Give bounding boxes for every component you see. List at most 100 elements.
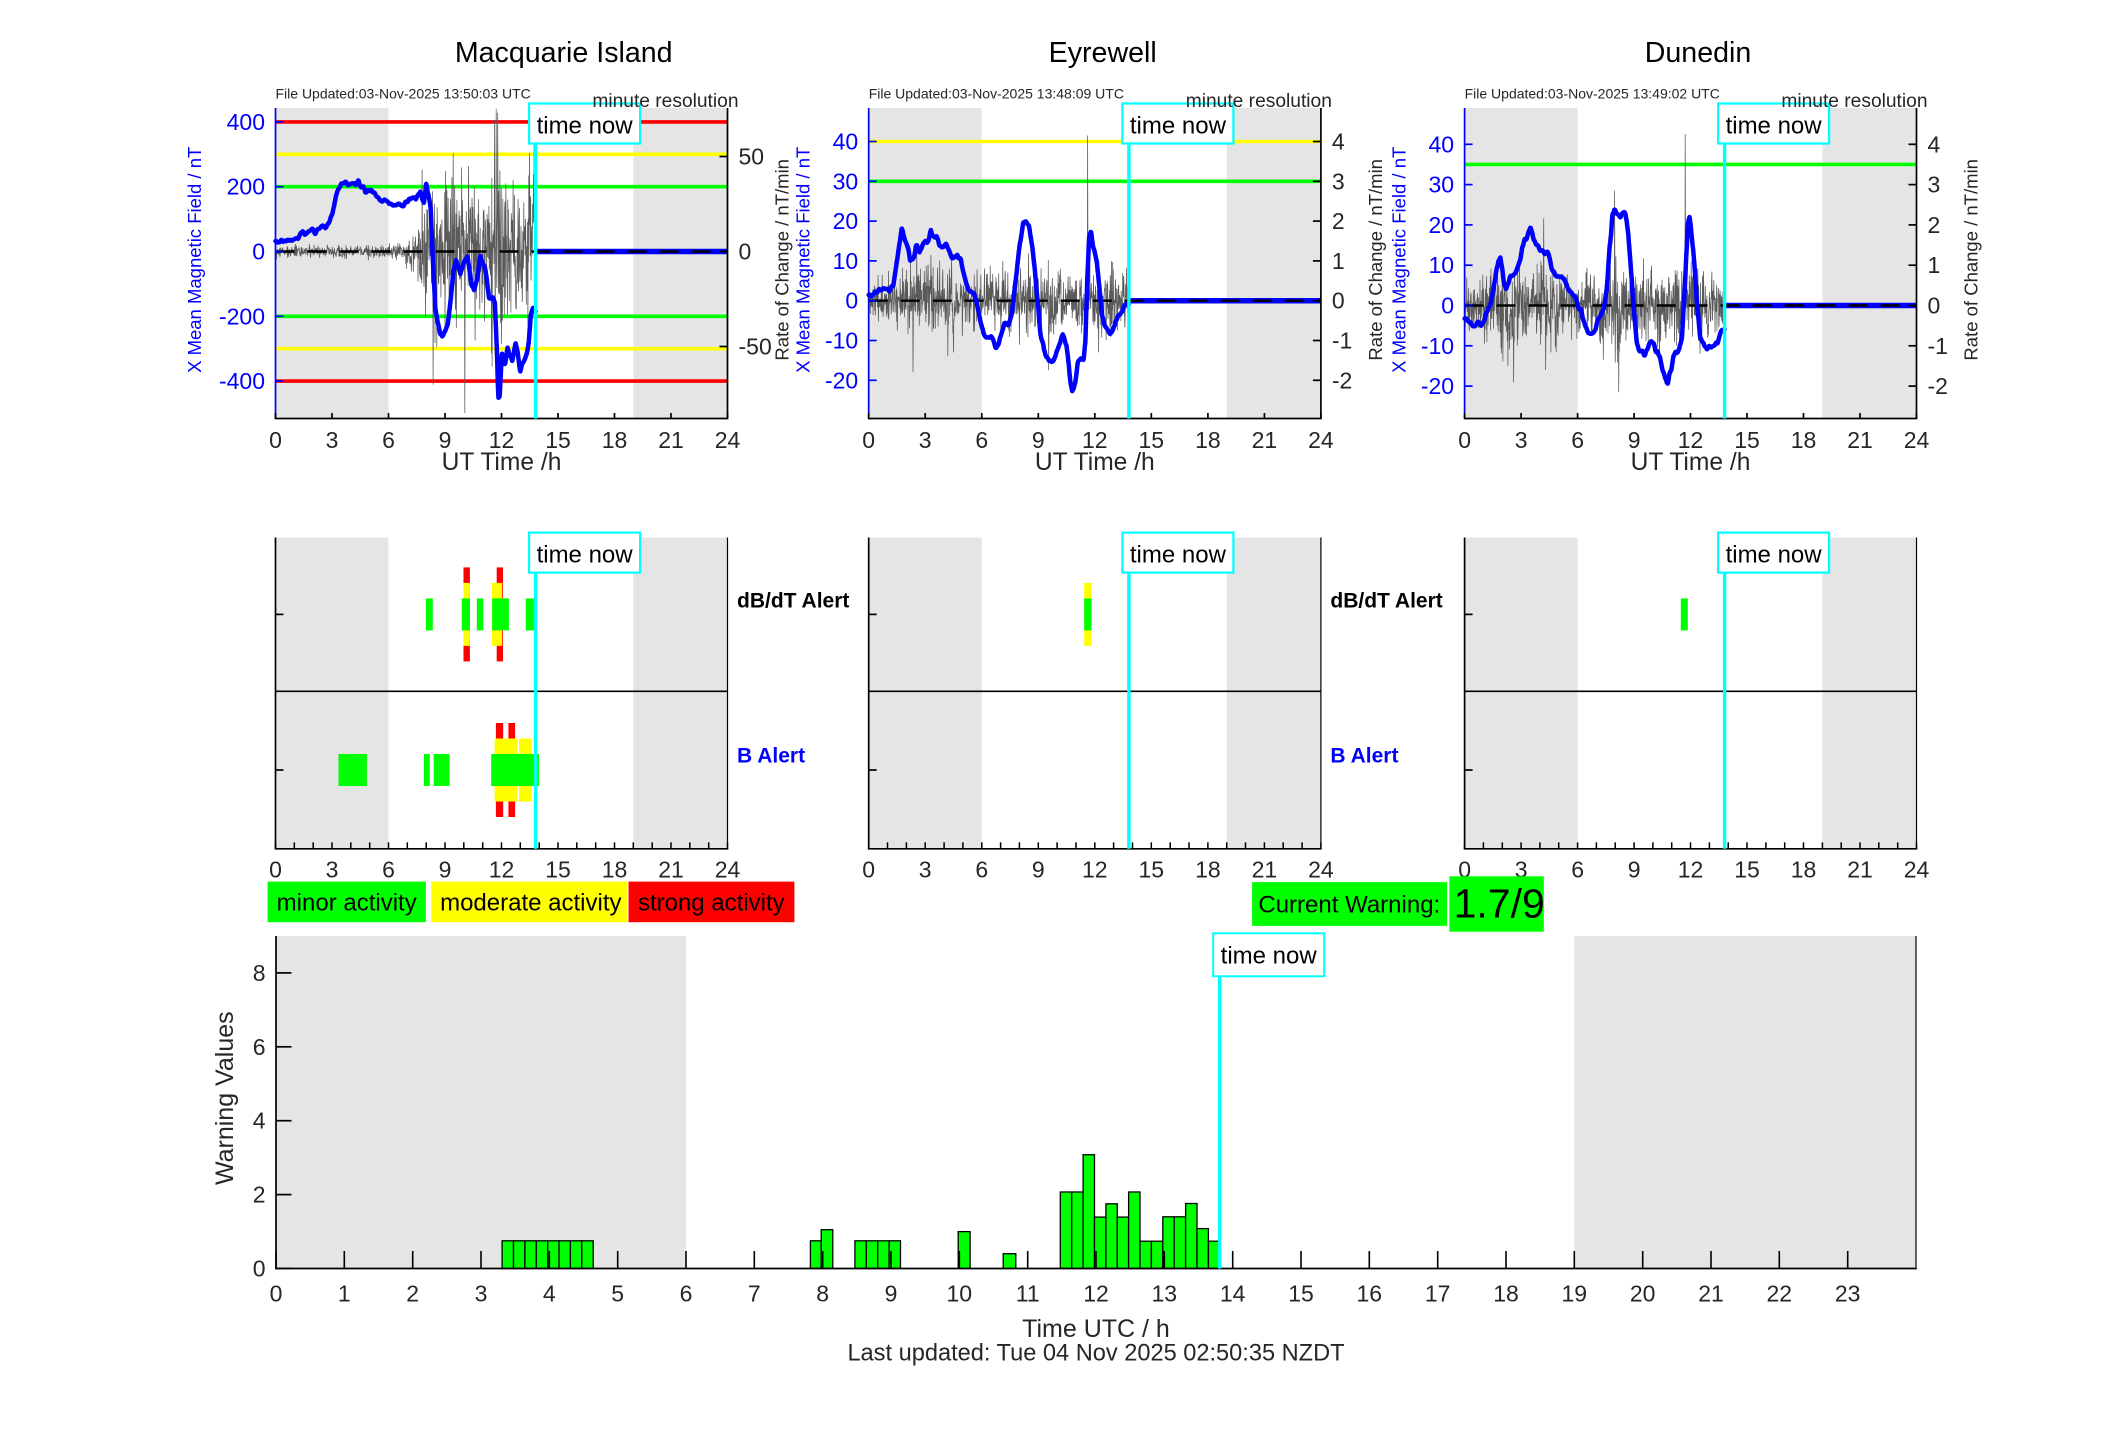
svg-text:time now: time now — [537, 542, 634, 569]
svg-text:0: 0 — [269, 857, 282, 883]
svg-text:6: 6 — [382, 857, 395, 883]
svg-text:B Alert: B Alert — [1330, 745, 1398, 768]
svg-text:0: 0 — [253, 1256, 266, 1282]
svg-text:30: 30 — [833, 168, 859, 194]
svg-text:9: 9 — [439, 427, 452, 453]
svg-text:time now: time now — [1726, 542, 1823, 569]
svg-text:Warning Values: Warning Values — [211, 1011, 239, 1185]
svg-text:13: 13 — [1152, 1281, 1178, 1307]
svg-text:10: 10 — [833, 248, 859, 274]
svg-text:9: 9 — [885, 1281, 898, 1307]
svg-text:dB/dT Alert: dB/dT Alert — [737, 590, 849, 613]
svg-text:24: 24 — [1308, 427, 1334, 453]
svg-text:minute resolution: minute resolution — [1781, 91, 1927, 112]
svg-text:12: 12 — [489, 857, 515, 883]
svg-text:time now: time now — [537, 113, 634, 140]
svg-text:dB/dT Alert: dB/dT Alert — [1330, 590, 1442, 613]
svg-text:15: 15 — [1139, 427, 1165, 453]
svg-text:0: 0 — [1928, 293, 1941, 319]
svg-text:24: 24 — [715, 857, 741, 883]
svg-text:6: 6 — [253, 1034, 266, 1060]
svg-text:40: 40 — [1429, 131, 1455, 157]
svg-text:minute resolution: minute resolution — [592, 91, 738, 112]
svg-text:20: 20 — [1630, 1281, 1656, 1307]
svg-text:24: 24 — [1904, 427, 1930, 453]
svg-text:Eyrewell: Eyrewell — [1049, 37, 1157, 69]
svg-text:15: 15 — [1288, 1281, 1314, 1307]
svg-text:18: 18 — [602, 857, 628, 883]
svg-text:-10: -10 — [1421, 333, 1454, 359]
svg-text:15: 15 — [545, 857, 571, 883]
svg-text:1: 1 — [1332, 248, 1345, 274]
svg-text:Last updated: Tue 04 Nov 2025: Last updated: Tue 04 Nov 2025 02:50:35 N… — [847, 1341, 1344, 1367]
svg-text:15: 15 — [1734, 857, 1760, 883]
svg-text:21: 21 — [658, 427, 684, 453]
svg-text:3: 3 — [1515, 427, 1528, 453]
svg-text:3: 3 — [1332, 168, 1345, 194]
svg-text:15: 15 — [545, 427, 571, 453]
svg-text:4: 4 — [253, 1108, 266, 1134]
svg-text:1: 1 — [338, 1281, 351, 1307]
svg-text:-2: -2 — [1928, 373, 1948, 399]
svg-text:0: 0 — [1458, 857, 1471, 883]
svg-text:9: 9 — [1032, 427, 1045, 453]
svg-text:-2: -2 — [1332, 367, 1352, 393]
svg-text:21: 21 — [1252, 427, 1278, 453]
svg-text:9: 9 — [1628, 857, 1641, 883]
svg-text:File Updated:03-Nov-2025 13:50: File Updated:03-Nov-2025 13:50:03 UTC — [276, 86, 531, 102]
svg-text:12: 12 — [1678, 857, 1704, 883]
svg-text:2: 2 — [1928, 212, 1941, 238]
svg-text:18: 18 — [1493, 1281, 1519, 1307]
svg-text:UT Time /h: UT Time /h — [442, 449, 562, 476]
svg-text:21: 21 — [1698, 1281, 1724, 1307]
svg-text:3: 3 — [919, 427, 932, 453]
svg-text:400: 400 — [227, 109, 265, 135]
svg-text:40: 40 — [833, 129, 859, 155]
svg-text:6: 6 — [1571, 857, 1584, 883]
svg-text:time now: time now — [1130, 113, 1227, 140]
svg-text:14: 14 — [1220, 1281, 1246, 1307]
svg-text:3: 3 — [326, 857, 339, 883]
svg-text:16: 16 — [1357, 1281, 1383, 1307]
svg-text:5: 5 — [611, 1281, 624, 1307]
svg-text:9: 9 — [1628, 427, 1641, 453]
svg-text:4: 4 — [543, 1281, 556, 1307]
svg-text:7: 7 — [748, 1281, 761, 1307]
svg-text:X Mean Magnetic Field / nT: X Mean Magnetic Field / nT — [1389, 147, 1410, 373]
svg-text:12: 12 — [1083, 1281, 1109, 1307]
svg-text:Dunedin: Dunedin — [1645, 37, 1752, 69]
svg-text:3: 3 — [475, 1281, 488, 1307]
svg-text:15: 15 — [1734, 427, 1760, 453]
svg-text:-20: -20 — [825, 367, 858, 393]
svg-text:11: 11 — [1016, 1281, 1040, 1307]
svg-text:Rate of Change / nT/min: Rate of Change / nT/min — [1365, 159, 1386, 361]
svg-text:time now: time now — [1130, 542, 1227, 569]
svg-text:6: 6 — [680, 1281, 693, 1307]
svg-text:12: 12 — [1082, 427, 1108, 453]
svg-text:Rate of Change / nT/min: Rate of Change / nT/min — [772, 159, 793, 361]
svg-text:21: 21 — [1252, 857, 1278, 883]
svg-text:6: 6 — [975, 427, 988, 453]
svg-text:6: 6 — [1571, 427, 1584, 453]
svg-text:18: 18 — [1791, 427, 1817, 453]
svg-text:0: 0 — [862, 857, 875, 883]
svg-text:X Mean Magnetic Field / nT: X Mean Magnetic Field / nT — [184, 147, 205, 373]
svg-text:minute resolution: minute resolution — [1186, 91, 1332, 112]
svg-text:18: 18 — [1791, 857, 1817, 883]
svg-text:6: 6 — [975, 857, 988, 883]
svg-text:0: 0 — [1332, 288, 1345, 314]
svg-text:0: 0 — [269, 427, 282, 453]
svg-text:-400: -400 — [219, 368, 265, 394]
svg-text:-1: -1 — [1928, 333, 1948, 359]
svg-text:-1: -1 — [1332, 328, 1352, 354]
svg-text:-20: -20 — [1421, 373, 1454, 399]
svg-text:2: 2 — [253, 1182, 266, 1208]
svg-text:17: 17 — [1425, 1281, 1451, 1307]
svg-text:22: 22 — [1767, 1281, 1793, 1307]
svg-text:21: 21 — [658, 857, 684, 883]
svg-text:9: 9 — [1032, 857, 1045, 883]
svg-text:time now: time now — [1221, 943, 1318, 970]
svg-text:time now: time now — [1726, 113, 1823, 140]
svg-text:24: 24 — [1308, 857, 1334, 883]
svg-text:Rate of Change / nT/min: Rate of Change / nT/min — [1961, 159, 1982, 361]
